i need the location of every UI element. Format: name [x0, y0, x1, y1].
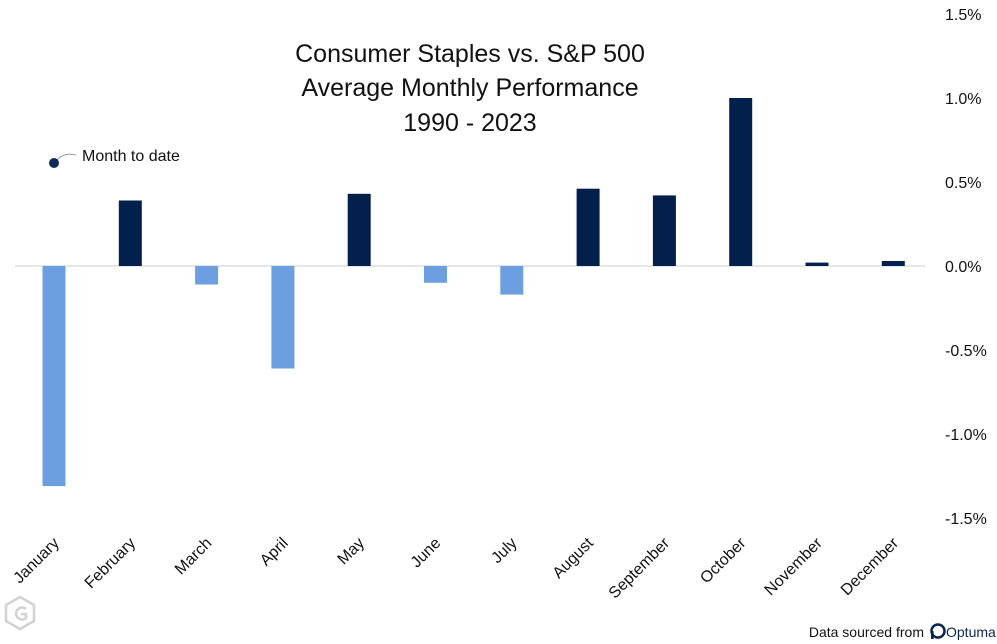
bar-september — [652, 195, 676, 266]
x-label-april: April — [257, 535, 292, 570]
x-label-march: March — [172, 535, 215, 578]
bar-december — [881, 261, 905, 266]
chart-title-line-2: Average Monthly Performance — [301, 74, 638, 102]
y-tick-label: 0.0% — [945, 259, 981, 276]
y-axis-ticks: 1.5% 1.0% 0.5% 0.0% -0.5% -1.0% -1.5% — [945, 7, 987, 528]
footer: Data sourced from Optuma — [809, 623, 996, 640]
bar-may — [347, 193, 371, 266]
bar-october — [729, 98, 753, 266]
x-label-november: November — [762, 534, 827, 599]
bar-november — [805, 262, 829, 266]
annotation-leader-line — [56, 153, 77, 161]
brand-name: Optuma — [946, 624, 996, 640]
x-label-december: December — [838, 534, 903, 599]
bar-april — [271, 266, 295, 369]
bar-march — [195, 266, 219, 285]
x-label-july: July — [488, 535, 520, 567]
chart-title-line-3: 1990 - 2023 — [403, 109, 536, 137]
annotation-dot — [49, 158, 59, 168]
x-label-may: May — [335, 535, 368, 568]
y-tick-label: 1.0% — [945, 91, 981, 108]
optuma-logo-icon — [930, 623, 946, 639]
month-to-date-annotation: Month to date — [49, 148, 180, 168]
chart-title-line-1: Consumer Staples vs. S&P 500 — [295, 40, 645, 68]
y-tick-label: -1.5% — [945, 511, 987, 528]
hexagon-g-logo-icon — [4, 595, 36, 631]
bar-february — [118, 200, 142, 266]
x-label-january: January — [11, 535, 63, 587]
source-label: Data sourced from — [809, 624, 924, 640]
x-label-february: February — [82, 535, 139, 592]
y-tick-label: 0.5% — [945, 175, 981, 192]
chart-title: Consumer Staples vs. S&P 500 Average Mon… — [295, 40, 645, 137]
y-tick-label: -0.5% — [945, 343, 987, 360]
y-tick-label: -1.0% — [945, 427, 987, 444]
x-label-august: August — [550, 534, 598, 582]
x-label-june: June — [408, 535, 445, 572]
y-tick-label: 1.5% — [945, 7, 981, 24]
bar-january — [42, 266, 66, 487]
bar-july — [500, 266, 524, 295]
annotation-label: Month to date — [82, 148, 180, 165]
x-axis-labels: January February March April May June July Augu… — [11, 534, 903, 602]
bars — [42, 98, 905, 487]
bar-august — [576, 188, 600, 266]
bar-june — [424, 266, 447, 283]
x-label-october: October — [697, 534, 750, 587]
x-label-september: September — [606, 534, 674, 602]
